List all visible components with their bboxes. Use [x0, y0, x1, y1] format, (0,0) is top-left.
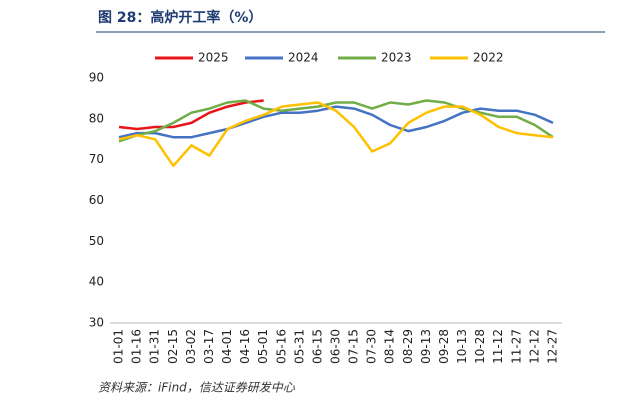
x-tick-label: 09-28: [437, 329, 451, 364]
x-tick-label: 11-12: [491, 329, 505, 364]
series-line: [118, 99, 264, 131]
x-tick-label: 03-17: [202, 329, 216, 364]
x-tick-label: 06-30: [329, 329, 343, 364]
x-tick-label: 11-27: [509, 329, 523, 364]
legend-label: 2025: [198, 51, 229, 65]
chart-title: 图 28：高炉开工率（%）: [98, 9, 262, 26]
y-tick-label: 70: [89, 152, 104, 166]
x-tick-label: 12-12: [527, 329, 541, 364]
y-tick-label: 90: [89, 71, 104, 85]
y-tick-label: 80: [89, 111, 104, 125]
y-tick-label: 50: [89, 234, 104, 248]
y-tick-label: 30: [89, 316, 104, 330]
x-tick-label: 10-28: [473, 329, 487, 364]
x-tick-label: 08-29: [401, 329, 415, 364]
legend-label: 2022: [473, 51, 504, 65]
source-note: 资料来源：iFind，信达证券研发中心: [98, 381, 296, 395]
x-tick-label: 02-15: [166, 329, 180, 364]
x-tick-label: 07-30: [365, 329, 379, 364]
x-tick-label: 05-31: [292, 329, 306, 364]
y-tick-label: 40: [89, 275, 104, 289]
series-line: [118, 101, 554, 168]
x-tick-label: 08-14: [383, 329, 397, 364]
x-tick-label: 09-13: [419, 329, 433, 364]
legend-label: 2024: [288, 51, 319, 65]
series-line: [118, 105, 554, 139]
x-tick-label: 05-16: [274, 329, 288, 364]
x-tick-label: 01-01: [112, 329, 126, 364]
x-tick-label: 07-15: [347, 329, 361, 364]
x-tick-label: 04-16: [238, 329, 252, 364]
y-tick-label: 60: [89, 193, 104, 207]
x-tick-label: 04-01: [220, 329, 234, 364]
x-tick-label: 06-15: [310, 329, 324, 364]
x-tick-label: 01-31: [148, 329, 162, 364]
series-line: [118, 99, 554, 143]
x-tick-label: 12-27: [545, 329, 559, 364]
legend-label: 2023: [381, 51, 412, 65]
x-tick-label: 10-13: [455, 329, 469, 364]
x-tick-label: 03-02: [184, 329, 198, 364]
x-tick-label: 01-16: [130, 329, 144, 364]
x-tick-label: 05-01: [256, 329, 270, 364]
